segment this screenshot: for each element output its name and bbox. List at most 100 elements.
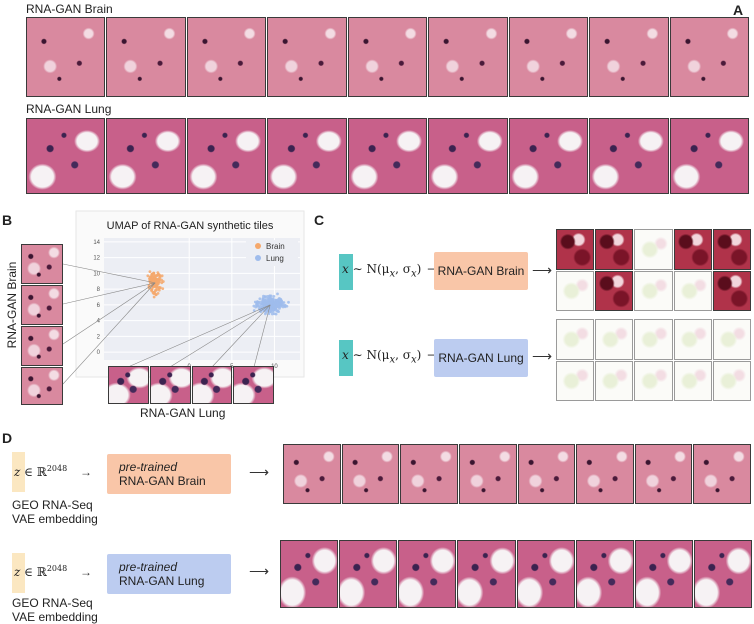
panel-a-label: A bbox=[733, 2, 744, 18]
embed-label-line2: VAE embedding bbox=[12, 610, 98, 624]
panel-a-brain-strip bbox=[26, 17, 749, 97]
umap-point-brain bbox=[160, 274, 164, 278]
connector-line bbox=[169, 304, 271, 368]
formula-body: ∼ N(μ bbox=[352, 348, 390, 362]
umap-point-lung bbox=[270, 301, 273, 305]
umap-point-brain bbox=[152, 285, 156, 289]
pretrained-label: pre-trained bbox=[119, 560, 178, 574]
z-set: ∈ ℝ bbox=[24, 565, 47, 579]
umap-point-lung bbox=[272, 308, 276, 312]
z-bar-lung bbox=[12, 553, 25, 593]
umap-point-lung bbox=[270, 299, 274, 302]
umap-point-lung bbox=[256, 303, 259, 307]
panel-d-brain-strip bbox=[283, 444, 751, 504]
lung-tile bbox=[634, 540, 693, 608]
umap-y-tick: 4 bbox=[97, 319, 101, 325]
umap-point-lung bbox=[277, 296, 281, 300]
umap-point-lung bbox=[283, 303, 287, 307]
panel-c-formula-lung: x ∼ N(μx, σx) ⟶ bbox=[342, 348, 444, 365]
panel-c-label: C bbox=[314, 212, 325, 228]
umap-point-lung bbox=[269, 307, 273, 311]
noise-tile bbox=[595, 360, 634, 401]
embed-label-lung: GEO RNA-Seq VAE embedding bbox=[12, 596, 98, 624]
connector-line bbox=[127, 304, 271, 368]
panel-a-lung-title: RNA-GAN Lung bbox=[26, 102, 112, 116]
panel-a-brain-title: RNA-GAN Brain bbox=[26, 2, 113, 16]
umap-point-lung bbox=[262, 294, 265, 298]
umap-y-tick: 6 bbox=[97, 303, 101, 309]
umap-point-brain bbox=[155, 277, 158, 281]
brain-tile bbox=[576, 444, 634, 504]
panel-b-label: B bbox=[2, 212, 13, 228]
connector-line bbox=[62, 263, 156, 284]
umap-point-brain bbox=[154, 280, 158, 284]
umap-point-brain bbox=[154, 284, 158, 288]
lung-tile bbox=[347, 118, 428, 194]
lung-tile bbox=[398, 540, 457, 608]
connector-line bbox=[62, 282, 156, 345]
pretrained-label: pre-trained bbox=[119, 460, 178, 474]
panel-d-lung-strip bbox=[280, 540, 752, 608]
umap-point-lung bbox=[277, 310, 280, 314]
connector-line bbox=[211, 304, 271, 368]
noise-tile bbox=[634, 229, 673, 270]
umap-point-lung bbox=[276, 304, 280, 308]
umap-point-lung bbox=[262, 309, 266, 313]
z-dim: 2048 bbox=[46, 464, 68, 473]
lung-tile bbox=[428, 118, 508, 194]
arrow-icon: ⟶ bbox=[249, 563, 270, 579]
lung-tile bbox=[106, 118, 186, 194]
brain-tile bbox=[589, 17, 669, 97]
brain-tile bbox=[341, 444, 400, 504]
umap-point-lung bbox=[272, 295, 276, 298]
umap-point-brain bbox=[157, 286, 161, 289]
umap-y-tick: 12 bbox=[93, 256, 100, 262]
umap-point-lung bbox=[252, 304, 256, 308]
lung-tile bbox=[233, 366, 274, 404]
brain-tile bbox=[21, 326, 63, 366]
umap-point-lung bbox=[259, 305, 262, 309]
formula-mid: , σ bbox=[395, 262, 411, 276]
formula-sub: x bbox=[410, 354, 417, 366]
connector-line bbox=[62, 282, 156, 385]
panel-c-formula-brain: x ∼ N(μx, σx) ⟶ bbox=[342, 262, 444, 279]
z-dim: 2048 bbox=[46, 564, 68, 573]
lung-tile bbox=[516, 540, 575, 608]
umap-legend-label: Lung bbox=[266, 254, 284, 263]
umap-point-lung bbox=[262, 302, 266, 305]
lung-tile bbox=[26, 118, 106, 194]
lung-tile bbox=[457, 540, 516, 608]
formula-mid: , σ bbox=[395, 348, 411, 362]
panel-c-brain-box: RNA-GAN Brain bbox=[434, 252, 528, 290]
brain-tile bbox=[26, 17, 106, 97]
lung-tile bbox=[267, 118, 347, 194]
umap-point-lung bbox=[272, 301, 276, 304]
formula-end: ) bbox=[416, 348, 422, 362]
lung-tile bbox=[508, 118, 589, 194]
z-symbol: z bbox=[14, 465, 21, 479]
arrow-icon: ⟶ bbox=[249, 464, 270, 480]
umap-point-lung bbox=[268, 294, 272, 298]
umap-point-brain bbox=[161, 287, 165, 291]
embed-label-line1: GEO RNA-Seq bbox=[12, 498, 93, 512]
arrow-icon: → bbox=[80, 465, 92, 479]
umap-point-brain bbox=[154, 288, 157, 292]
lung-tile bbox=[186, 118, 267, 194]
formula-sub: x bbox=[389, 354, 396, 366]
brain-tile bbox=[669, 17, 749, 97]
brain-tile bbox=[693, 444, 751, 504]
umap-point-lung bbox=[261, 296, 265, 300]
noise-tile bbox=[595, 270, 634, 311]
umap-legend-marker bbox=[255, 243, 261, 249]
umap-point-brain bbox=[150, 287, 154, 291]
panel-c-x-badge-brain bbox=[339, 254, 353, 290]
umap-point-lung bbox=[279, 301, 283, 305]
umap-x-tick: 10 bbox=[271, 364, 278, 370]
arrow-icon: → bbox=[80, 565, 92, 579]
panel-a-lung-strip bbox=[26, 118, 749, 194]
panel-c-x-badge-lung bbox=[339, 340, 353, 376]
umap-y-tick: 0 bbox=[97, 350, 101, 356]
brain-tile bbox=[186, 17, 267, 97]
umap-y-tick: 14 bbox=[93, 240, 100, 246]
lung-tile bbox=[589, 118, 669, 194]
